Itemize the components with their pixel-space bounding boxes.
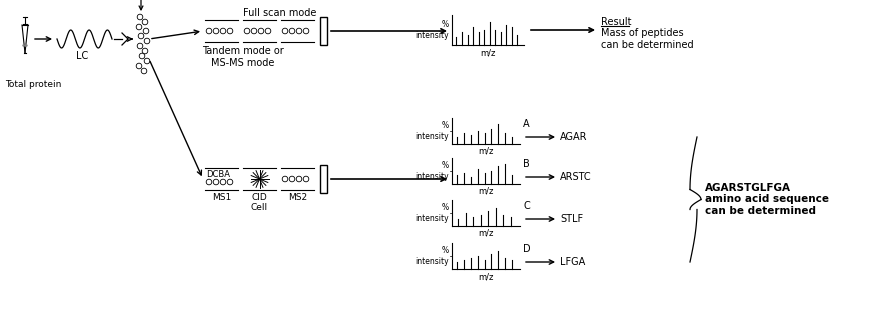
Text: Result: Result <box>601 17 632 27</box>
Circle shape <box>227 28 233 34</box>
Circle shape <box>213 179 219 185</box>
Circle shape <box>206 179 212 185</box>
Text: Full scan mode: Full scan mode <box>243 8 316 18</box>
Circle shape <box>251 28 257 34</box>
Text: B: B <box>523 159 530 169</box>
Text: D: D <box>523 244 531 254</box>
Text: DCBA: DCBA <box>206 170 230 179</box>
Text: LC: LC <box>76 51 89 61</box>
Text: m/z: m/z <box>478 187 494 196</box>
Bar <box>320 17 327 45</box>
Text: STLF: STLF <box>560 214 583 224</box>
Circle shape <box>136 63 142 69</box>
Text: Mass of peptides
can be determined: Mass of peptides can be determined <box>601 28 694 50</box>
Text: %
intensity: % intensity <box>415 20 449 40</box>
Text: %
intensity: % intensity <box>415 246 449 266</box>
Text: AGARSTGLFGA
amino acid sequence
can be determined: AGARSTGLFGA amino acid sequence can be d… <box>705 183 829 216</box>
Text: %
intensity: % intensity <box>415 203 449 223</box>
Circle shape <box>282 28 288 34</box>
Circle shape <box>289 28 295 34</box>
Circle shape <box>220 179 226 185</box>
Circle shape <box>136 24 142 30</box>
Circle shape <box>304 176 309 182</box>
Circle shape <box>244 28 250 34</box>
Circle shape <box>143 28 149 34</box>
Circle shape <box>227 179 233 185</box>
Circle shape <box>258 28 264 34</box>
Circle shape <box>144 38 150 44</box>
Circle shape <box>142 48 148 54</box>
Text: m/z: m/z <box>478 272 494 281</box>
Text: %
intensity: % intensity <box>415 121 449 141</box>
Text: AGAR: AGAR <box>560 132 588 142</box>
Text: A: A <box>523 119 529 129</box>
Bar <box>320 165 327 193</box>
Text: Total protein: Total protein <box>5 80 61 89</box>
Circle shape <box>206 28 212 34</box>
Text: m/z: m/z <box>481 48 496 57</box>
Circle shape <box>142 19 148 25</box>
Circle shape <box>220 28 226 34</box>
Circle shape <box>289 176 295 182</box>
Text: MS1: MS1 <box>212 193 231 202</box>
Circle shape <box>282 176 288 182</box>
Circle shape <box>138 33 143 39</box>
Circle shape <box>137 43 142 49</box>
Text: LFGA: LFGA <box>560 257 585 267</box>
Text: %
intensity: % intensity <box>415 161 449 181</box>
Circle shape <box>139 53 145 59</box>
Circle shape <box>144 58 150 64</box>
Text: m/z: m/z <box>478 147 494 156</box>
Circle shape <box>296 28 302 34</box>
Circle shape <box>296 176 302 182</box>
Text: MS2: MS2 <box>288 193 307 202</box>
Circle shape <box>304 28 309 34</box>
Circle shape <box>137 14 142 20</box>
Text: m/z: m/z <box>478 229 494 238</box>
Circle shape <box>213 28 219 34</box>
Text: C: C <box>523 201 530 211</box>
Text: CID
Cell: CID Cell <box>251 193 268 212</box>
Text: Tandem mode or
MS-MS mode: Tandem mode or MS-MS mode <box>202 46 284 68</box>
Circle shape <box>266 28 271 34</box>
Text: ARSTC: ARSTC <box>560 172 592 182</box>
Circle shape <box>142 68 147 74</box>
